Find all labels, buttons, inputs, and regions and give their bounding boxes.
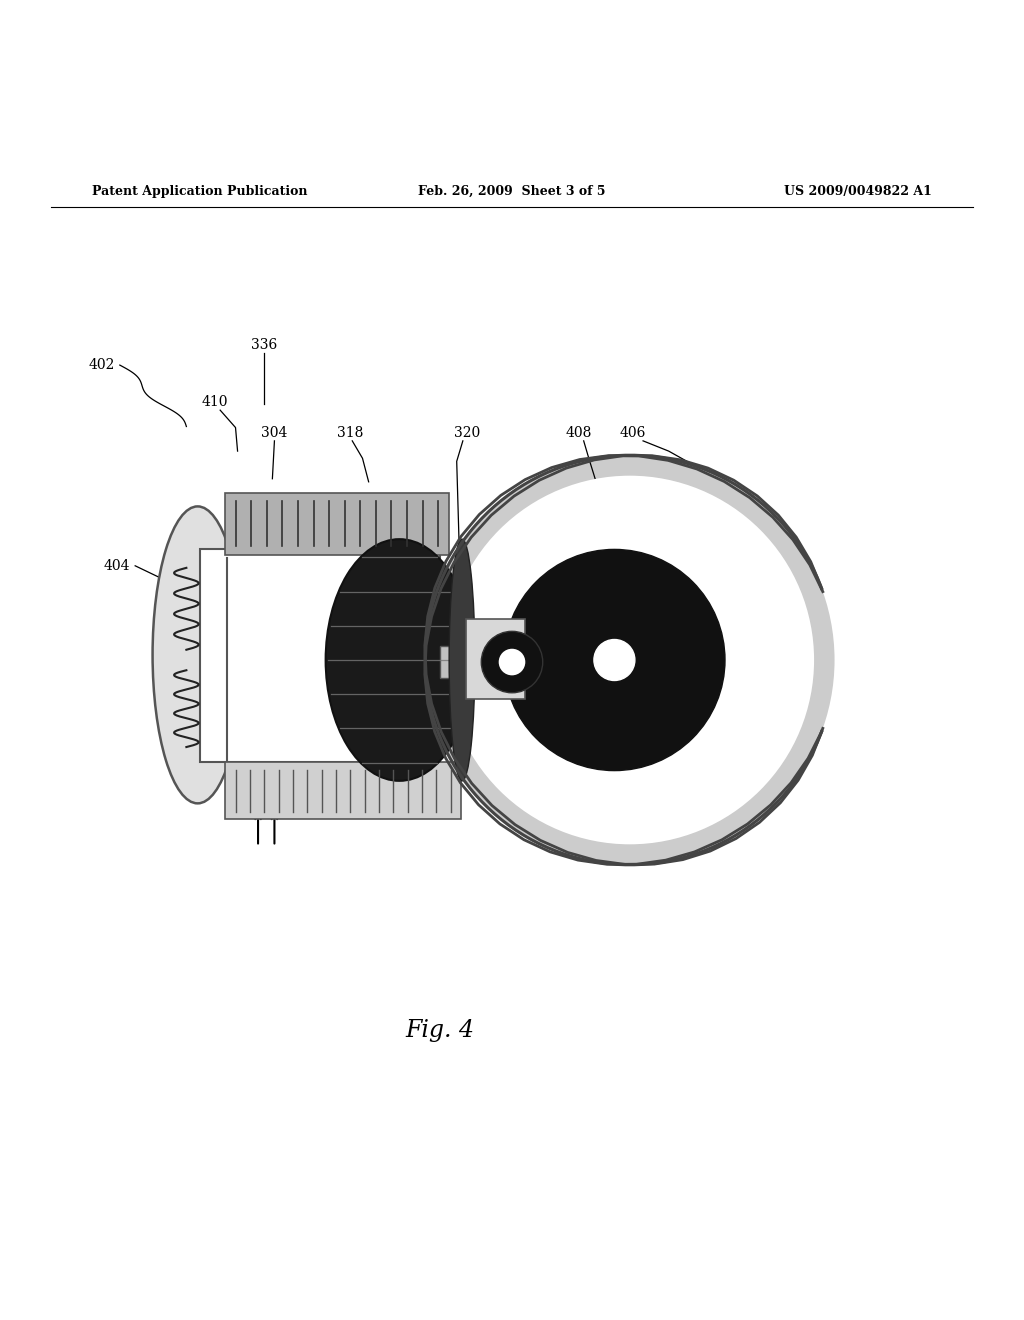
Text: US 2009/0049822 A1: US 2009/0049822 A1 (784, 185, 932, 198)
FancyBboxPatch shape (225, 763, 461, 818)
Text: Fig. 4: Fig. 4 (406, 1019, 475, 1043)
Text: Feb. 26, 2009  Sheet 3 of 5: Feb. 26, 2009 Sheet 3 of 5 (418, 185, 606, 198)
Text: 404: 404 (103, 558, 130, 573)
FancyBboxPatch shape (440, 645, 504, 678)
FancyBboxPatch shape (200, 549, 440, 763)
Text: 408: 408 (565, 425, 592, 440)
Text: 320: 320 (454, 425, 480, 440)
Text: 336: 336 (251, 338, 278, 351)
Circle shape (504, 549, 725, 771)
Text: 304: 304 (261, 425, 288, 440)
FancyBboxPatch shape (225, 494, 449, 554)
Text: 402: 402 (88, 358, 115, 372)
Text: 318: 318 (337, 425, 364, 440)
Text: 406: 406 (620, 425, 646, 440)
Ellipse shape (450, 539, 475, 781)
Circle shape (481, 631, 543, 693)
Text: Patent Application Publication: Patent Application Publication (92, 185, 307, 198)
Circle shape (499, 648, 525, 676)
FancyBboxPatch shape (466, 619, 525, 698)
Circle shape (594, 639, 635, 681)
Circle shape (425, 455, 835, 865)
Text: 410: 410 (202, 395, 228, 409)
Ellipse shape (153, 507, 243, 804)
Circle shape (445, 475, 814, 845)
Ellipse shape (326, 539, 473, 781)
